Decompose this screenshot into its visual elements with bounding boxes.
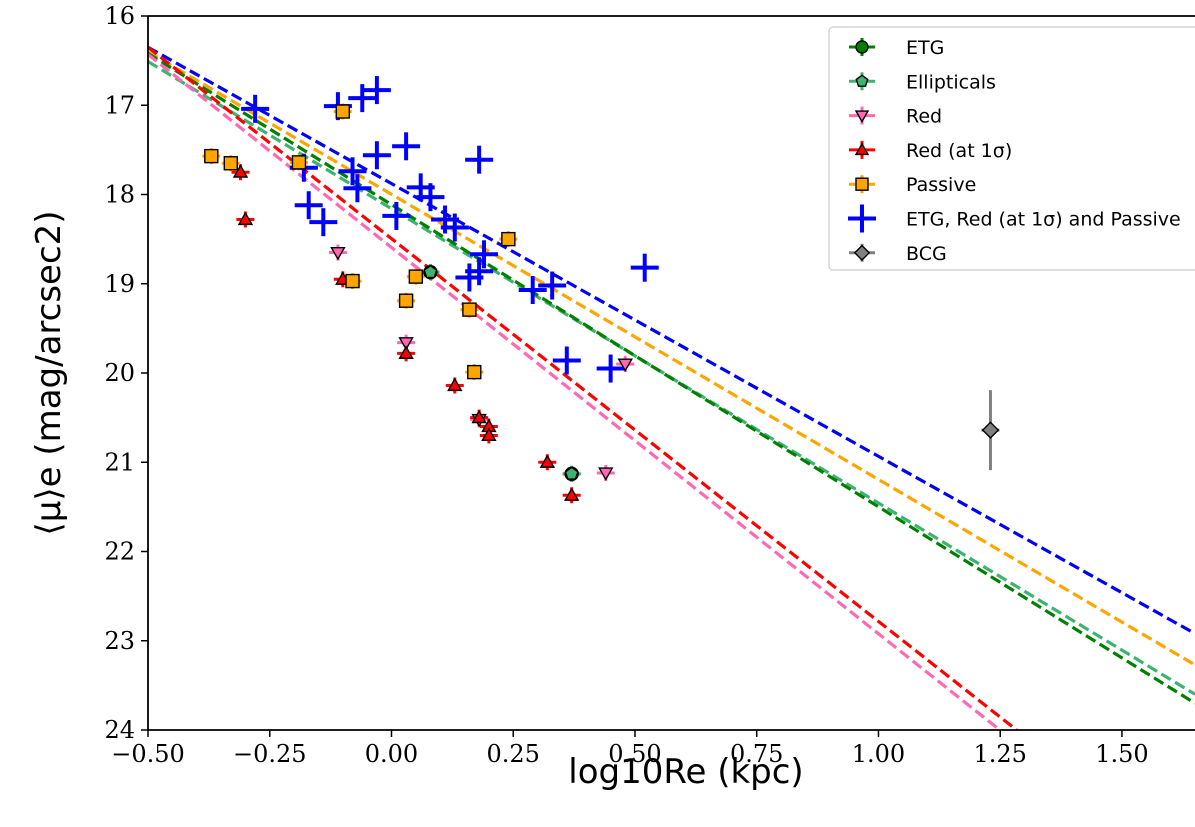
x-tick-label-8: 1.50 <box>1095 740 1148 768</box>
data-markers <box>204 104 1000 501</box>
point-etg-red-at-1-and-passive-24 <box>630 253 659 282</box>
point-ellipticals-1 <box>564 466 579 480</box>
point-bcg-0 <box>981 421 1000 439</box>
y-tick-label-0: 16 <box>104 2 135 30</box>
point-red-at-1-7 <box>481 427 497 442</box>
x-tick-label-5: 0.75 <box>730 740 783 768</box>
point-etg-red-at-1-and-passive-17 <box>465 257 494 286</box>
point-etg-red-at-1-and-passive-0 <box>241 94 270 123</box>
x-tick-label-7: 1.25 <box>973 740 1026 768</box>
point-red-at-1-3 <box>398 345 414 359</box>
legend-label-red-at-1: Red (at 1σ) <box>906 140 1012 162</box>
point-ellipticals-0 <box>423 264 438 279</box>
legend-marker-ellipticals <box>855 74 869 87</box>
point-red-at-1-4 <box>447 377 463 392</box>
point-passive-8 <box>467 364 482 380</box>
point-etg-red-at-1-and-passive-6 <box>343 174 372 203</box>
point-passive-6 <box>408 269 424 284</box>
point-red-at-1-0 <box>232 164 249 178</box>
point-passive-4 <box>345 273 360 289</box>
point-etg-red-at-1-and-passive-10 <box>382 201 411 230</box>
point-red-at-1-8 <box>539 454 556 468</box>
y-tick-label-6: 22 <box>104 538 135 566</box>
point-etg-red-at-1-and-passive-3 <box>309 208 338 237</box>
point-passive-2 <box>291 155 307 170</box>
point-passive-9 <box>501 231 516 247</box>
legend-label-passive: Passive <box>906 174 976 196</box>
ticks: −0.50 −0.25 0.00 0.25 0.50 0.75 1.00 1.25 1.50 16… <box>104 2 1148 768</box>
legend-marker-etg <box>855 40 869 54</box>
point-etg-red-at-1-and-passive-18 <box>465 145 494 174</box>
fit-line-1 <box>148 50 1195 667</box>
point-etg-red-at-1-and-passive-11 <box>392 132 421 161</box>
point-etg-red-at-1-and-passive-13 <box>416 183 445 212</box>
point-red-1 <box>398 337 414 351</box>
legend-marker-red <box>854 110 870 124</box>
point-red-0 <box>330 246 346 261</box>
point-etg-red-at-1-and-passive-7 <box>348 84 377 113</box>
point-red-at-1-5 <box>471 409 487 424</box>
x-axis-label: log10Re (kpc) <box>568 752 803 792</box>
point-etg-red-at-1-and-passive-22 <box>552 346 581 375</box>
x-tick-label-6: 1.00 <box>852 740 905 768</box>
legend-label-bcg: BCG <box>906 243 947 265</box>
point-red-4 <box>617 358 633 372</box>
fit-line-0 <box>148 45 1195 636</box>
legend-marker-red-at-1 <box>854 142 870 156</box>
point-etg-red-at-1-and-passive-5 <box>338 157 367 186</box>
legend-label-ellipticals: Ellipticals <box>906 71 996 93</box>
legend-label-etg-red-at-1-and-passive: ETG, Red (at 1σ) and Passive <box>906 209 1181 231</box>
x-tick-label-1: −0.25 <box>233 740 307 768</box>
x-tick-label-4: 0.50 <box>608 740 661 768</box>
point-etg-red-at-1-and-passive-19 <box>470 240 499 269</box>
y-axis-label: ⟨μ⟩e (mag/arcsec2) <box>29 210 69 535</box>
y-tick-label-1: 17 <box>104 91 135 119</box>
point-etg-red-at-1-and-passive-23 <box>596 354 625 383</box>
point-passive-5 <box>398 293 414 308</box>
point-etg-red-at-1-and-passive-2 <box>294 191 323 220</box>
point-etg-red-at-1-and-passive-15 <box>440 213 469 242</box>
fit-line-4 <box>148 53 1003 730</box>
point-passive-3 <box>335 104 350 119</box>
y-tick-label-8: 24 <box>104 716 135 744</box>
point-etg-red-at-1-and-passive-9 <box>362 141 391 170</box>
legend-label-red: Red <box>906 106 942 128</box>
legend-marker-etg-red-at-1-and-passive <box>848 204 876 233</box>
point-passive-1 <box>223 156 238 171</box>
point-red-at-1-9 <box>563 487 580 501</box>
y-tick-label-2: 18 <box>104 181 135 209</box>
point-passive-0 <box>204 148 219 164</box>
y-tick-label-7: 23 <box>104 627 135 655</box>
x-tick-label-2: 0.00 <box>365 740 418 768</box>
y-tick-label-3: 19 <box>104 270 135 298</box>
point-etg-red-at-1-and-passive-20 <box>518 275 547 304</box>
legend-marker-passive <box>855 177 869 191</box>
legend: ETG Ellipticals Red Red (at 1σ) Passive ETG, … <box>828 26 1195 271</box>
x-tick-label-3: 0.25 <box>487 740 540 768</box>
point-passive-7 <box>462 302 477 317</box>
fit-line-3 <box>148 52 1195 705</box>
legend-marker-bcg <box>853 244 871 261</box>
y-tick-label-5: 21 <box>104 448 135 476</box>
x-tick-label-0: −0.50 <box>111 740 185 768</box>
y-tick-label-4: 20 <box>104 359 135 387</box>
point-etg-red-at-1-and-passive-21 <box>538 271 567 300</box>
legend-label-etg: ETG <box>906 37 944 59</box>
point-etg-red-at-1-and-passive-8 <box>362 76 391 105</box>
point-red-3 <box>598 467 614 481</box>
legend-box <box>828 26 1195 271</box>
point-red-at-1-1 <box>237 211 254 226</box>
